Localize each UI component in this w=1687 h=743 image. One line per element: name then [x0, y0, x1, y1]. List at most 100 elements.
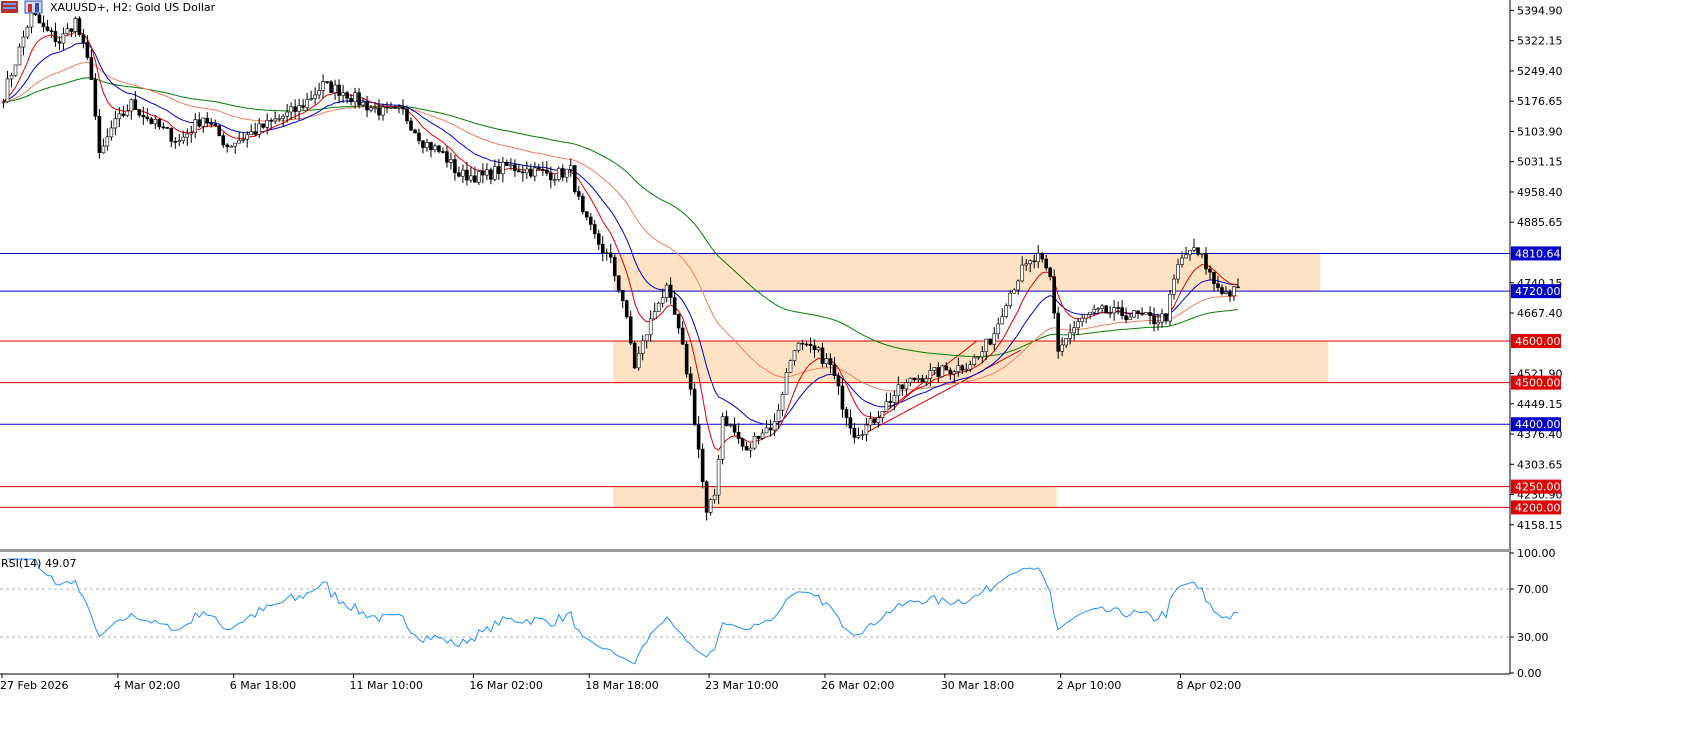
candle-body — [69, 28, 74, 32]
time-tick-label: 23 Mar 10:00 — [705, 679, 778, 692]
candle-body — [401, 106, 405, 110]
candle-body — [768, 427, 773, 431]
price-tick-label: 4667.40 — [1517, 307, 1563, 320]
candle-body — [329, 81, 333, 93]
candle-body — [1216, 283, 1220, 288]
candle-body — [880, 411, 885, 419]
candle-body — [852, 427, 857, 438]
candle-body — [1064, 338, 1068, 346]
level-tag — [1511, 284, 1561, 299]
candle-body — [365, 102, 369, 111]
horizontal-levels[interactable] — [0, 252, 1510, 508]
price-tick-label: 4158.15 — [1517, 519, 1563, 532]
candle-body — [417, 132, 421, 142]
candle-body — [1116, 307, 1120, 309]
candle-body — [884, 400, 889, 412]
candle-body — [1100, 305, 1104, 309]
candle-body — [429, 142, 433, 151]
candle-body — [393, 107, 397, 109]
candle-body — [469, 175, 473, 181]
candle-body — [560, 168, 565, 178]
candle-body — [780, 393, 785, 411]
candle-body — [121, 113, 126, 116]
candle-body — [712, 494, 717, 501]
candle-body — [800, 342, 805, 345]
candle-body — [345, 92, 349, 99]
candle-body — [1004, 305, 1009, 318]
candle-body — [1060, 344, 1064, 352]
candle-body — [756, 436, 761, 439]
candle-body — [501, 161, 505, 175]
candle-body — [553, 179, 557, 181]
candle-body — [976, 356, 981, 359]
candle-body — [820, 347, 825, 364]
level-tag-text: 4720.00 — [1515, 285, 1561, 298]
candle-body — [557, 168, 561, 180]
candle-body — [173, 141, 178, 143]
candle-body — [37, 14, 42, 24]
candle-body — [165, 127, 170, 129]
candle-body — [257, 123, 261, 135]
trading-icon[interactable] — [24, 0, 43, 14]
candle-body — [521, 171, 525, 174]
candle-body — [189, 132, 194, 135]
level-tag-text: 4810.64 — [1515, 247, 1561, 260]
candle-body — [1056, 312, 1060, 352]
candle-body — [73, 18, 78, 32]
candle-body — [1016, 280, 1021, 291]
candle-body — [932, 367, 937, 371]
candle-body — [5, 78, 10, 103]
candle-body — [209, 122, 214, 125]
candle-body — [357, 92, 361, 106]
candlesticks — [1, 0, 1240, 521]
candle-body — [1128, 316, 1132, 321]
candle-body — [481, 170, 485, 176]
candle-body — [309, 98, 313, 100]
candle-body — [664, 284, 669, 298]
candle-body — [41, 22, 46, 28]
candle-body — [113, 118, 118, 129]
candle-body — [1080, 317, 1084, 322]
candle-body — [169, 128, 174, 142]
candle-body — [636, 353, 641, 369]
chart-grid-icon[interactable] — [1, 1, 18, 13]
candle-body — [241, 139, 245, 141]
candle-body — [740, 438, 745, 447]
candle-body — [1040, 253, 1044, 260]
candle-body — [944, 365, 949, 371]
rsi-line — [7, 558, 1238, 665]
time-tick-label: 6 Mar 18:00 — [230, 679, 296, 692]
candle-body — [93, 79, 98, 117]
candle-body — [700, 448, 705, 483]
candle-body — [1184, 254, 1188, 259]
level-tag — [1511, 334, 1561, 349]
candle-body — [620, 289, 625, 301]
candle-body — [896, 384, 901, 396]
candle-body — [57, 41, 62, 44]
candle-body — [17, 46, 22, 66]
candle-body — [201, 117, 206, 127]
candle-body — [872, 418, 877, 423]
candle-body — [900, 384, 905, 390]
candle-body — [708, 499, 713, 513]
candle-body — [948, 369, 953, 375]
candle-body — [952, 371, 957, 375]
candle-body — [696, 424, 701, 450]
candle-body — [97, 115, 102, 154]
candle-body — [836, 375, 841, 387]
candle-body — [1228, 291, 1232, 297]
candle-body — [704, 481, 709, 513]
candle-body — [325, 81, 329, 83]
candle-body — [529, 168, 533, 177]
candle-body — [377, 107, 381, 116]
candle-body — [433, 145, 437, 151]
candle-body — [1144, 312, 1148, 315]
candle-body — [680, 327, 685, 345]
candle-body — [868, 418, 873, 426]
candle-body — [576, 191, 581, 197]
time-tick-label: 16 Mar 02:00 — [469, 679, 542, 692]
candle-body — [461, 169, 465, 177]
candle-body — [796, 342, 801, 351]
candle-body — [1208, 268, 1212, 273]
